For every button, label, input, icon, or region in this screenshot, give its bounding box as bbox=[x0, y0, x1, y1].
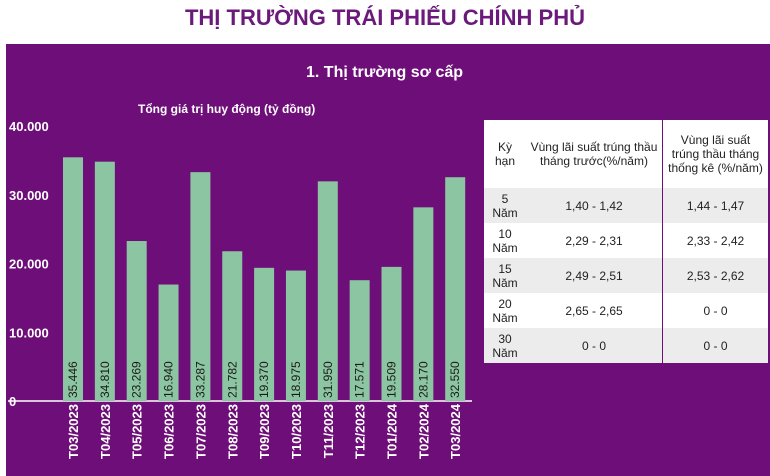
current-rate-cell: 0 - 0 bbox=[662, 328, 768, 363]
bar bbox=[317, 181, 338, 401]
table-row: 10 Năm 2,29 - 2,31 2,33 - 2,42 bbox=[484, 223, 768, 258]
term-cell: 5 Năm bbox=[484, 188, 526, 223]
prev-rate-cell: 2,49 - 2,51 bbox=[526, 258, 663, 293]
y-tick-label: 20.000 bbox=[9, 257, 49, 272]
chart-title: Tổng giá trị huy động (tỷ đồng) bbox=[138, 102, 316, 116]
prev-rate-cell: 2,65 - 2,65 bbox=[526, 293, 663, 328]
y-tick-label: 30.000 bbox=[9, 188, 49, 203]
term-cell: 30 Năm bbox=[484, 328, 526, 363]
header-previous-month: Vùng lãi suất trúng thầu tháng trước(%/n… bbox=[526, 120, 663, 188]
category-label: T08/2023 bbox=[225, 404, 240, 459]
value-label: 32.550 bbox=[448, 361, 462, 398]
prev-rate-cell: 0 - 0 bbox=[526, 328, 663, 363]
section-title: 1. Thị trường sơ cấp bbox=[306, 64, 464, 81]
current-rate-cell: 1,44 - 1,47 bbox=[662, 188, 768, 223]
bar bbox=[190, 172, 211, 401]
category-label: T03/2024 bbox=[448, 403, 463, 459]
value-label: 16.940 bbox=[162, 361, 176, 398]
y-tick-label: 40.000 bbox=[9, 119, 49, 134]
value-label: 17.571 bbox=[353, 361, 367, 398]
interest-rate-table: Kỳ hạn Vùng lãi suất trúng thầu tháng tr… bbox=[484, 120, 768, 363]
term-cell: 15 Năm bbox=[484, 258, 526, 293]
bar-chart: 010.00020.00030.00040.00035.446T03/20233… bbox=[8, 119, 472, 459]
value-label: 28.170 bbox=[416, 361, 430, 398]
category-label: T10/2023 bbox=[289, 404, 304, 459]
y-tick-label: 10.000 bbox=[9, 325, 49, 340]
category-label: T09/2023 bbox=[257, 404, 272, 459]
value-label: 19.370 bbox=[257, 361, 271, 398]
header-term: Kỳ hạn bbox=[494, 140, 516, 168]
bar bbox=[222, 251, 243, 401]
bar bbox=[285, 270, 306, 401]
content-panel: 010.00020.00030.00040.00035.446T03/20233… bbox=[6, 44, 770, 476]
header-current-month: Vùng lãi suất trúng thầu tháng thống kê … bbox=[668, 133, 763, 175]
bar bbox=[94, 161, 115, 401]
table-row: 5 Năm 1,40 - 1,42 1,44 - 1,47 bbox=[484, 188, 768, 223]
value-label: 18.975 bbox=[289, 361, 303, 398]
value-label: 21.782 bbox=[225, 361, 239, 398]
category-label: T03/2023 bbox=[66, 404, 81, 459]
category-label: T02/2024 bbox=[416, 403, 431, 459]
category-label: T04/2023 bbox=[98, 404, 113, 459]
value-label: 35.446 bbox=[66, 361, 80, 398]
category-label: T05/2023 bbox=[130, 404, 145, 459]
bar bbox=[349, 280, 370, 401]
value-label: 23.269 bbox=[130, 361, 144, 398]
value-label: 33.287 bbox=[193, 361, 207, 398]
value-label: 31.950 bbox=[321, 361, 335, 398]
value-label: 19.509 bbox=[385, 361, 399, 398]
category-label: T11/2023 bbox=[321, 404, 336, 458]
value-label: 34.810 bbox=[98, 361, 112, 398]
category-label: T01/2024 bbox=[385, 403, 400, 459]
bar bbox=[413, 207, 434, 401]
prev-rate-cell: 2,29 - 2,31 bbox=[526, 223, 663, 258]
category-label: T12/2023 bbox=[353, 404, 368, 459]
table-header-row: Kỳ hạn Vùng lãi suất trúng thầu tháng tr… bbox=[484, 120, 768, 188]
current-rate-cell: 2,33 - 2,42 bbox=[662, 223, 768, 258]
table-row: 20 Năm 2,65 - 2,65 0 - 0 bbox=[484, 293, 768, 328]
bar bbox=[63, 157, 83, 401]
page-title: THỊ TRƯỜNG TRÁI PHIẾU CHÍNH PHỦ bbox=[184, 5, 586, 30]
bar bbox=[254, 267, 275, 401]
bar bbox=[126, 241, 147, 401]
category-label: T06/2023 bbox=[162, 404, 177, 459]
table-row: 15 Năm 2,49 - 2,51 2,53 - 2,62 bbox=[484, 258, 768, 293]
bar bbox=[445, 177, 466, 401]
prev-rate-cell: 1,40 - 1,42 bbox=[526, 188, 663, 223]
table-row: 30 Năm 0 - 0 0 - 0 bbox=[484, 328, 768, 363]
bar bbox=[158, 284, 179, 401]
term-cell: 10 Năm bbox=[484, 223, 526, 258]
term-cell: 20 Năm bbox=[484, 293, 526, 328]
current-rate-cell: 2,53 - 2,62 bbox=[662, 258, 768, 293]
category-label: T07/2023 bbox=[193, 404, 208, 459]
bar bbox=[381, 266, 402, 401]
current-rate-cell: 0 - 0 bbox=[662, 293, 768, 328]
